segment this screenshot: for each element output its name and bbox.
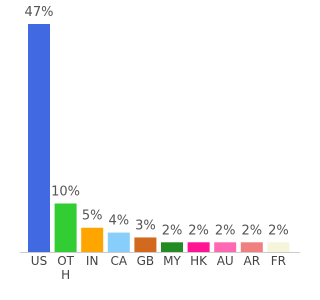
- bar: [187, 242, 210, 252]
- value-label: 2%: [162, 223, 183, 238]
- x-tick-label: AU: [216, 254, 234, 268]
- bar: [28, 24, 50, 252]
- bar: [240, 242, 263, 252]
- x-tick-label: US: [30, 254, 48, 268]
- x-tick-label: CA: [110, 254, 128, 268]
- value-label: 4%: [108, 214, 129, 229]
- bar: [134, 237, 157, 252]
- x-tick-label: MY: [163, 254, 181, 268]
- bar: [54, 203, 77, 252]
- x-tick-label: HK: [190, 254, 208, 268]
- value-label: 3%: [135, 218, 156, 233]
- x-tick-label: GB: [136, 254, 155, 268]
- value-label: 5%: [82, 209, 103, 224]
- value-label: 2%: [241, 223, 262, 238]
- x-tick-label: OTH: [57, 254, 74, 282]
- value-label: 47%: [25, 5, 54, 20]
- x-tick-label: IN: [85, 254, 99, 268]
- value-label: 10%: [51, 184, 80, 199]
- bar: [161, 242, 183, 252]
- bar: [81, 227, 104, 252]
- x-tick-label: AR: [243, 254, 261, 268]
- value-label: 2%: [268, 223, 289, 238]
- bar: [267, 242, 290, 252]
- value-label: 2%: [215, 223, 236, 238]
- bar: [214, 242, 237, 252]
- x-tick-label: FR: [270, 254, 287, 268]
- bar: [107, 232, 130, 252]
- value-label: 2%: [188, 223, 209, 238]
